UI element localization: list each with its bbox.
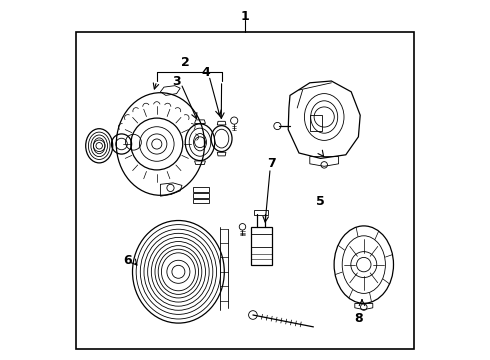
Bar: [193, 193, 209, 198]
Text: 1: 1: [241, 10, 249, 23]
Text: 8: 8: [354, 312, 363, 325]
Text: 4: 4: [201, 66, 210, 78]
Bar: [193, 199, 209, 203]
Bar: [251, 227, 272, 265]
Bar: [254, 210, 269, 215]
Text: 5: 5: [316, 195, 325, 208]
Bar: [193, 187, 209, 192]
Text: 7: 7: [268, 157, 276, 170]
Text: 6: 6: [123, 255, 132, 267]
Text: 3: 3: [172, 75, 181, 87]
Text: 2: 2: [181, 57, 190, 69]
Bar: [76, 32, 414, 349]
Bar: [310, 115, 322, 131]
